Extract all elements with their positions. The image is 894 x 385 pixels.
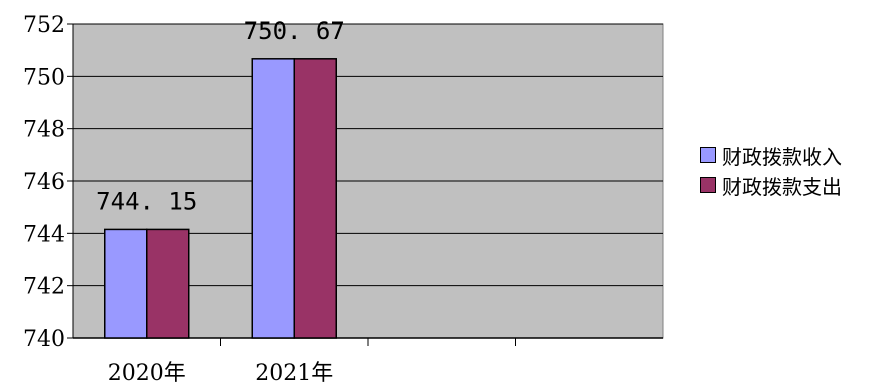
legend-item-expense: 财政拨款支出: [700, 170, 842, 200]
data-label: 744. 15: [96, 187, 197, 215]
bar: [251, 58, 295, 339]
y-tick-label: 744: [23, 222, 65, 247]
y-tick-label: 740: [23, 327, 65, 352]
y-tick-label: 746: [23, 170, 65, 195]
bar: [293, 58, 337, 339]
bar: [146, 228, 190, 339]
legend-item-income: 财政拨款收入: [700, 140, 842, 170]
legend-swatch-expense: [700, 177, 716, 193]
y-tick-label: 750: [23, 65, 65, 90]
data-label: 750. 67: [244, 17, 345, 45]
y-tick-label: 752: [23, 13, 65, 38]
legend: 财政拨款收入 财政拨款支出: [700, 140, 842, 200]
y-tick-label: 748: [23, 118, 65, 143]
legend-label-expense: 财政拨款支出: [722, 174, 842, 199]
x-tick-label: 2021年: [255, 361, 333, 385]
legend-swatch-income: [700, 147, 716, 163]
y-tick-label: 742: [23, 275, 65, 300]
x-tick-label: 2020年: [108, 361, 186, 385]
legend-label-income: 财政拨款收入: [722, 144, 842, 169]
bar: [104, 228, 148, 339]
